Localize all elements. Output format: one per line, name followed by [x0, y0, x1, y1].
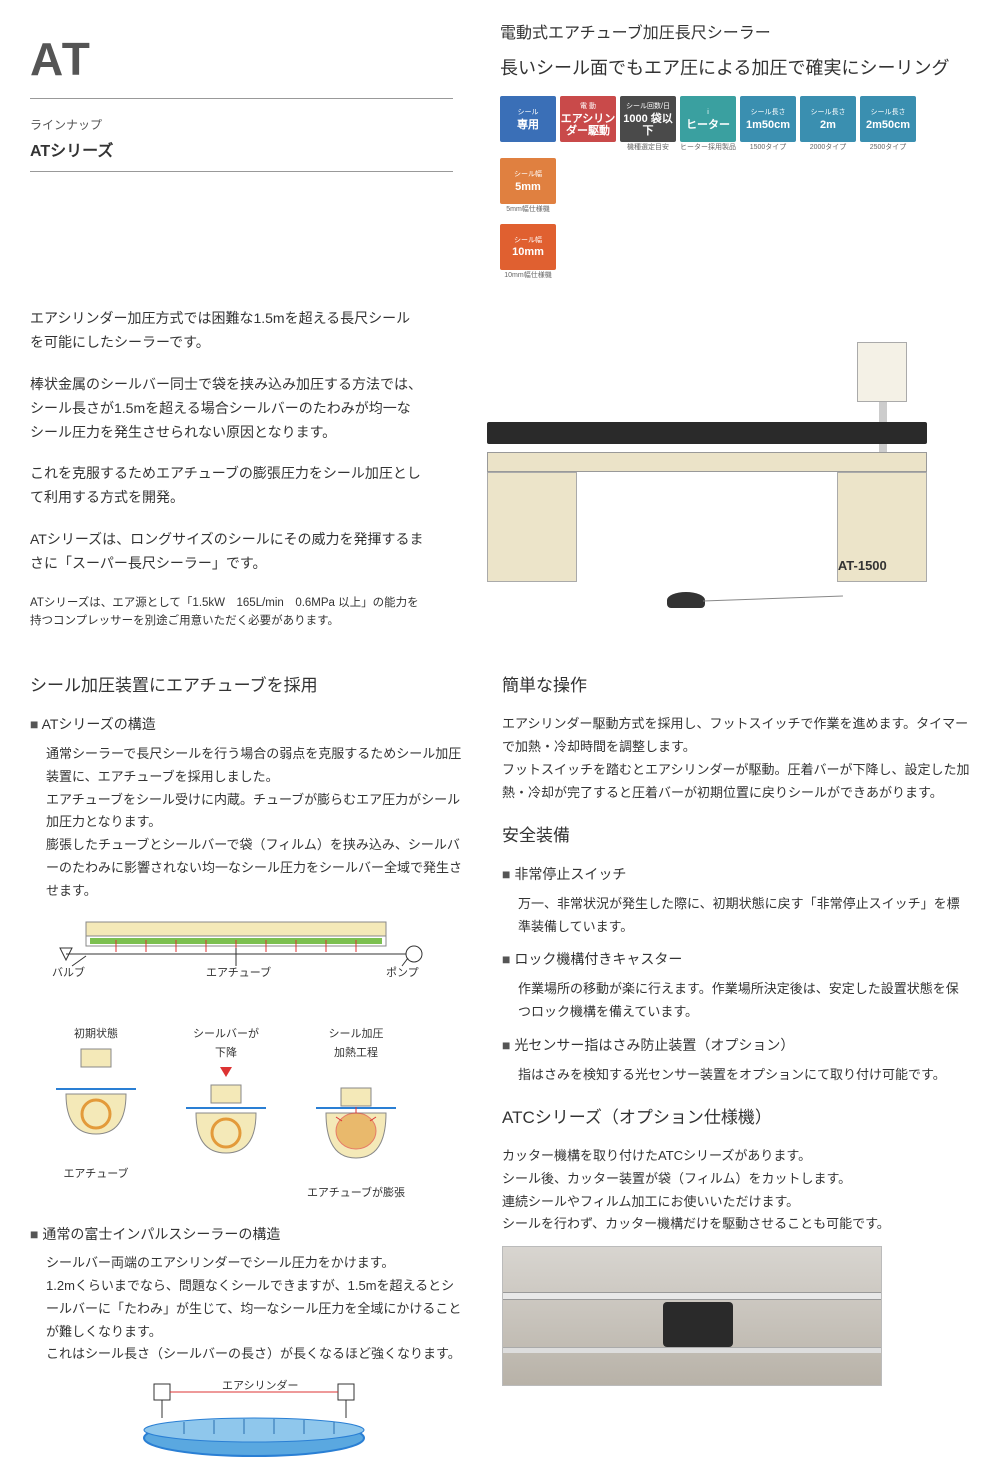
sec1-h2: 通常の富士インパルスシーラーの構造 — [30, 1223, 462, 1247]
main-row: エアシリンダー加圧方式では困難な1.5mを超える長尺シールを可能にしたシーラーで… — [30, 307, 970, 642]
atc-photo — [502, 1246, 882, 1386]
lineup-label: ラインナップ — [30, 115, 453, 135]
spec-badge: シール幅10mm10mm幅仕様機 — [500, 224, 556, 282]
machine-illustration: AT-1500 — [487, 342, 927, 602]
d2-state-c: シール加圧加熱工程 エアチューブが膨張 — [306, 1021, 406, 1202]
header-left: AT ラインナップ ATシリーズ — [30, 20, 500, 287]
d2-state-a: 初期状態 エアチューブ — [46, 1021, 146, 1202]
diagram-airtube-cross: バルブ エアチューブ ポンプ — [46, 914, 462, 1001]
intro-p5: ATシリーズは、エア源として「1.5kW 165L/min 0.6MPa 以上」… — [30, 594, 424, 631]
subtitle-2: 長いシール面でもエア圧による加圧で確実にシーリング — [500, 53, 970, 84]
d1-tube: エアチューブ — [206, 965, 271, 979]
sec3-title: 安全装備 — [502, 822, 970, 851]
sec1-h1: ATシリーズの構造 — [30, 713, 462, 737]
spec-badge: 電 動エアシリンダー駆動 — [560, 96, 616, 154]
spec-badge: シール長さ2m2000タイプ — [800, 96, 856, 154]
sec3-item-heading: 非常停止スイッチ — [502, 863, 970, 887]
spec-badge: シール専用 — [500, 96, 556, 154]
sec1-b1: 通常シーラーで長尺シールを行う場合の弱点を克服するためシール加圧装置に、エアチュ… — [46, 743, 462, 902]
d3-label: エアシリンダー — [222, 1378, 299, 1392]
intro-p4: ATシリーズは、ロングサイズのシールにその威力を発揮するまさに「スーパー長尺シー… — [30, 528, 424, 576]
header-right: 電動式エアチューブ加圧長尺シーラー 長いシール面でもエア圧による加圧で確実にシー… — [500, 20, 970, 287]
d2-label-c: シール加圧加熱工程 — [306, 1025, 406, 1062]
d1-valve: バルブ — [52, 965, 85, 979]
spec-badges: シール専用電 動エアシリンダー駆動シール回数/日1000 袋以下機種選定目安iヒ… — [500, 96, 970, 282]
sec2-title: 簡単な操作 — [502, 672, 970, 701]
d2-label-a: 初期状態 — [46, 1025, 146, 1044]
diagram-3states: 初期状態 エアチューブ シールバーが下降 — [46, 1021, 462, 1202]
spec-badge: シール長さ1m50cm1500タイプ — [740, 96, 796, 154]
intro-column: エアシリンダー加圧方式では困難な1.5mを超える長尺シールを可能にしたシーラーで… — [30, 307, 444, 642]
series-name: ATシリーズ — [30, 138, 453, 165]
sec3-item-body: 指はさみを検知する光センサー装置をオプションにて取り付け可能です。 — [518, 1064, 970, 1087]
lower-left: シール加圧装置にエアチューブを採用 ATシリーズの構造 通常シーラーで長尺シール… — [30, 672, 462, 1475]
spec-badge: シール回数/日1000 袋以下機種選定目安 — [620, 96, 676, 154]
sec3-item-heading: ロック機構付きキャスター — [502, 948, 970, 972]
model-title: AT — [30, 20, 500, 98]
d2-label-b: シールバーが下降 — [176, 1025, 276, 1062]
product-figure: AT-1500 — [444, 307, 970, 637]
sec1-title: シール加圧装置にエアチューブを採用 — [30, 672, 462, 701]
lower-row: シール加圧装置にエアチューブを採用 ATシリーズの構造 通常シーラーで長尺シール… — [30, 672, 970, 1475]
header: AT ラインナップ ATシリーズ 電動式エアチューブ加圧長尺シーラー 長いシール… — [30, 20, 970, 287]
sec4-body: カッター機構を取り付けたATCシリーズがあります。シール後、カッター装置が袋（フ… — [502, 1145, 970, 1236]
spec-badge: シール長さ2m50cm2500タイプ — [860, 96, 916, 154]
diagram-conventional: エアシリンダー — [46, 1378, 462, 1475]
spec-badge: シール幅5mm5mm幅仕様機 — [500, 158, 556, 216]
d2-state-b: シールバーが下降 — [176, 1021, 276, 1202]
product-column: AT-1500 — [444, 307, 970, 642]
series-block: ラインナップ ATシリーズ — [30, 98, 453, 172]
model-label: AT-1500 — [838, 555, 887, 577]
subtitle-1: 電動式エアチューブ加圧長尺シーラー — [500, 20, 970, 47]
sec1-b2: シールバー両端のエアシリンダーでシール圧力をかけます。1.2mくらいまでなら、問… — [46, 1252, 462, 1366]
spec-badge: iヒーターヒーター採用製品 — [680, 96, 736, 154]
intro-p3: これを克服するためエアチューブの膨張圧力をシール加圧として利用する方式を開発。 — [30, 462, 424, 510]
intro-p1: エアシリンダー加圧方式では困難な1.5mを超える長尺シールを可能にしたシーラーで… — [30, 307, 424, 355]
sec2-body: エアシリンダー駆動方式を採用し、フットスイッチで作業を進めます。タイマーで加熱・… — [502, 713, 970, 804]
sec3-item-body: 作業場所の移動が楽に行えます。作業場所決定後は、安定した設置状態を保つロック機構… — [518, 978, 970, 1024]
sec3-item-body: 万一、非常状況が発生した際に、初期状態に戻す「非常停止スイッチ」を標準装備してい… — [518, 893, 970, 939]
sec3-item-heading: 光センサー指はさみ防止装置（オプション） — [502, 1034, 970, 1058]
sec4-title: ATCシリーズ（オプション仕様機） — [502, 1104, 970, 1133]
sec3-items: 非常停止スイッチ万一、非常状況が発生した際に、初期状態に戻す「非常停止スイッチ」… — [502, 863, 970, 1086]
d2-expand-label: エアチューブが膨張 — [306, 1184, 406, 1203]
lower-right: 簡単な操作 エアシリンダー駆動方式を採用し、フットスイッチで作業を進めます。タイ… — [502, 672, 970, 1475]
d2-tube-label: エアチューブ — [46, 1165, 146, 1184]
intro-p2: 棒状金属のシールバー同士で袋を挟み込み加圧する方法では、シール長さが1.5mを超… — [30, 373, 424, 444]
d1-pump: ポンプ — [386, 966, 419, 979]
